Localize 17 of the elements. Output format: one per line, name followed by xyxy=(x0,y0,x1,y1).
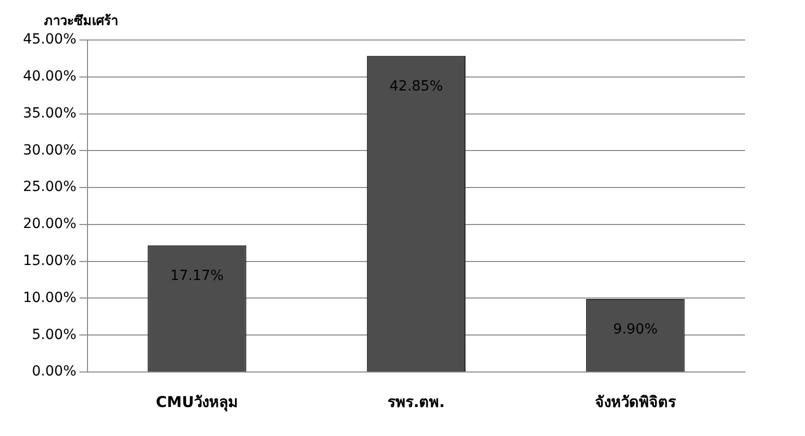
x-tick-label: CMUวังหลุม xyxy=(156,392,238,412)
data-label: 9.90% xyxy=(613,322,658,338)
chart-title: ภาวะซึมเศร้า xyxy=(44,12,118,31)
y-tick-label: 10.00% xyxy=(22,290,76,306)
y-tick-label: 0.00% xyxy=(32,364,76,380)
data-label: 17.17% xyxy=(170,268,224,284)
y-tick-label: 20.00% xyxy=(22,216,76,232)
y-tick-label: 5.00% xyxy=(32,326,76,343)
y-tick-label: 15.00% xyxy=(22,252,76,269)
y-tick-label: 30.00% xyxy=(22,142,76,158)
y-tick-label: 45.00% xyxy=(22,32,76,48)
x-tick-label: รพร.ตพ. xyxy=(387,392,445,411)
y-tick-label: 35.00% xyxy=(22,105,76,122)
y-tick-label: 40.00% xyxy=(22,68,76,85)
data-label: 42.85% xyxy=(389,78,443,95)
y-tick-label: 25.00% xyxy=(22,179,76,196)
x-tick-label: จังหวัดพิจิตร xyxy=(594,392,677,411)
